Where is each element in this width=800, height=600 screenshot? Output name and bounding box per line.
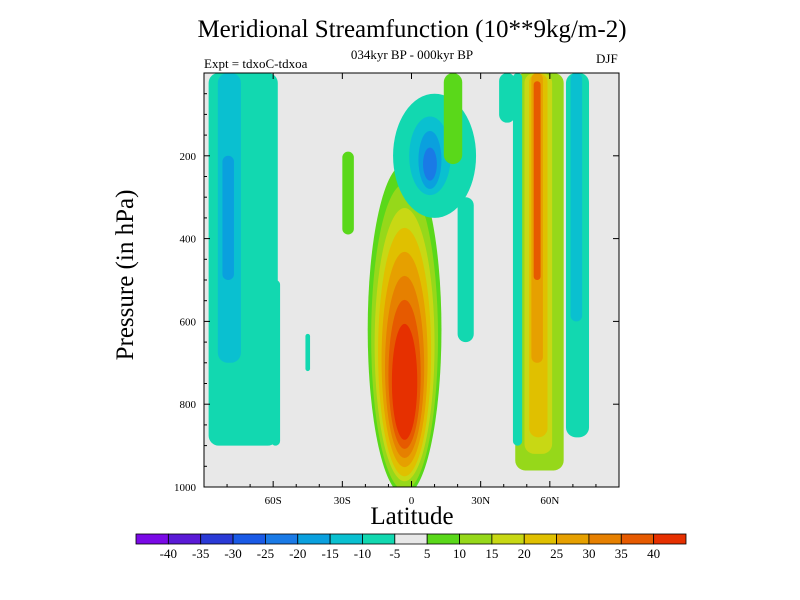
colorbar-label-5: -15 xyxy=(321,546,338,561)
negative-contour-sh-strip2 xyxy=(305,334,310,371)
chart-canvas: 60S 30S 0 30N 60N 200 400 600 800 1000 -40 -35 -30… xyxy=(0,0,800,600)
x-tick-label-4: 60N xyxy=(540,495,559,507)
colorbar-box-1 xyxy=(168,534,200,544)
positive-contour-30s xyxy=(342,152,354,235)
colorbar-label-14: 35 xyxy=(615,546,628,561)
colorbar-label-6: -10 xyxy=(354,546,371,561)
colorbar-box-8 xyxy=(395,534,427,544)
x-tick-label-1: 30S xyxy=(334,495,351,507)
colorbar-box-13 xyxy=(557,534,589,544)
positive-contour-30n-top xyxy=(444,73,462,164)
negative-contour-tropical-core xyxy=(423,148,437,181)
negative-contour-sh-core xyxy=(222,156,234,280)
colorbar-box-11 xyxy=(492,534,524,544)
colorbar-label-11: 20 xyxy=(518,546,531,561)
x-tick-label-3: 30N xyxy=(471,495,490,507)
colorbar-box-14 xyxy=(589,534,621,544)
colorbar-box-4 xyxy=(265,534,297,544)
colorbar-box-3 xyxy=(233,534,265,544)
contour-fills xyxy=(209,73,589,495)
y-tick-label-4: 1000 xyxy=(174,482,197,494)
negative-contour-nh-edge xyxy=(499,73,515,123)
negative-contour-nh-inner xyxy=(571,73,583,321)
colorbar-box-0 xyxy=(136,534,168,544)
colorbar-box-7 xyxy=(362,534,394,544)
colorbar-label-3: -25 xyxy=(257,546,274,561)
colorbar: -40 -35 -30 -25 -20 -15 -10 -5 5 10 15 20 25 30 35 40 xyxy=(136,534,686,561)
positive-contour-nh-peak xyxy=(534,81,541,280)
colorbar-box-16 xyxy=(654,534,686,544)
colorbar-box-2 xyxy=(201,534,233,544)
y-tick-label-1: 400 xyxy=(180,234,197,246)
colorbar-label-1: -35 xyxy=(192,546,209,561)
colorbar-label-4: -20 xyxy=(289,546,306,561)
colorbar-label-15: 40 xyxy=(647,546,660,561)
colorbar-label-8: 5 xyxy=(424,546,431,561)
colorbar-label-0: -40 xyxy=(160,546,177,561)
colorbar-box-5 xyxy=(298,534,330,544)
x-tick-label-2: 0 xyxy=(409,495,415,507)
positive-contour-nh-left xyxy=(513,73,522,446)
colorbar-label-9: 10 xyxy=(453,546,466,561)
colorbar-box-6 xyxy=(330,534,362,544)
colorbar-box-9 xyxy=(427,534,459,544)
colorbar-label-12: 25 xyxy=(550,546,563,561)
colorbar-label-10: 15 xyxy=(485,546,498,561)
colorbar-label-13: 30 xyxy=(582,546,595,561)
colorbar-label-2: -30 xyxy=(224,546,241,561)
y-tick-label-2: 600 xyxy=(180,316,197,328)
colorbar-box-15 xyxy=(621,534,653,544)
y-tick-label-3: 800 xyxy=(180,399,197,411)
colorbar-label-7: -5 xyxy=(389,546,400,561)
y-tick-label-0: 200 xyxy=(180,151,197,163)
x-tick-label-0: 60S xyxy=(265,495,282,507)
colorbar-box-10 xyxy=(460,534,492,544)
negative-contour-tropical-tail xyxy=(458,197,474,342)
positive-contour-tropical-undefined xyxy=(392,324,417,440)
colorbar-box-12 xyxy=(524,534,556,544)
negative-contour-sh-strip xyxy=(271,280,280,446)
